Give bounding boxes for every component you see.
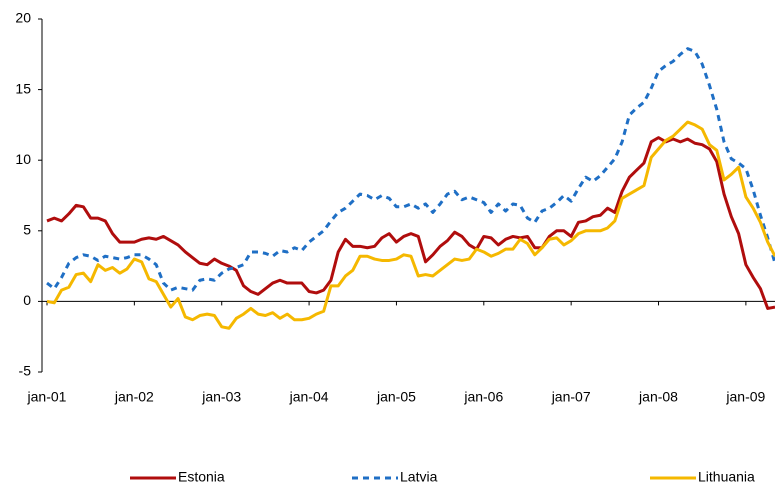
x-tick-label: jan-03 (201, 389, 241, 405)
x-tick-label: jan-09 (725, 389, 765, 405)
legend-label: Lithuania (698, 469, 755, 485)
line (46, 136, 775, 310)
x-tick-label: jan-02 (114, 389, 154, 405)
legend-label: Latvia (400, 469, 438, 485)
y-tick-label: -5 (19, 363, 32, 379)
x-tick-label: jan-04 (289, 389, 329, 405)
line (46, 47, 775, 292)
x-tick-label: jan-01 (27, 389, 67, 405)
x-tick-label: jan-08 (638, 389, 678, 405)
legend-label: Estonia (178, 469, 225, 485)
y-tick-label: 0 (23, 292, 31, 308)
x-tick-label: jan-07 (551, 389, 591, 405)
y-tick-label: 20 (15, 10, 31, 26)
line (46, 120, 775, 330)
y-tick-label: 10 (15, 151, 31, 167)
x-tick-label: jan-06 (463, 389, 503, 405)
x-tick-label: jan-05 (376, 389, 416, 405)
y-tick-label: 5 (23, 222, 31, 238)
y-tick-label: 15 (15, 80, 31, 96)
